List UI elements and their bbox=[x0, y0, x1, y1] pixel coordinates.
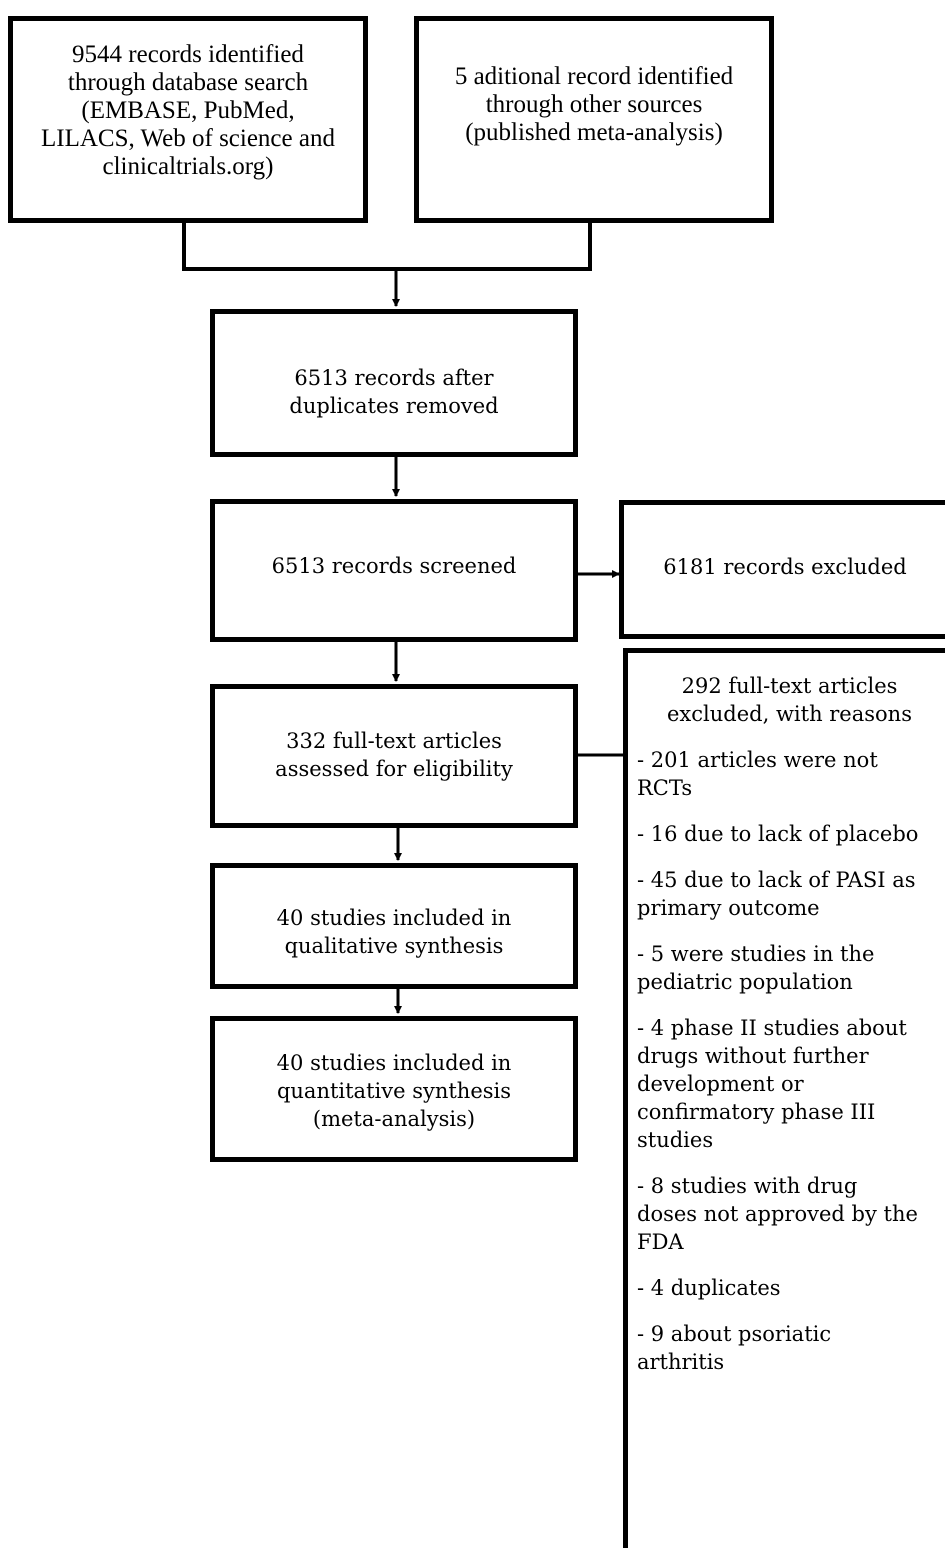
qualitative-box: 40 studies included in qualitative synth… bbox=[210, 863, 578, 989]
database-search-text: 9544 records identified through database… bbox=[41, 41, 335, 180]
quantitative-box: 40 studies included in quantitative synt… bbox=[210, 1016, 578, 1162]
after-duplicates-text: 6513 records after duplicates removed bbox=[289, 366, 499, 418]
other-sources-box: 5 aditional record identified through ot… bbox=[414, 16, 774, 223]
after-duplicates-box: 6513 records after duplicates removed bbox=[210, 309, 578, 457]
reason-item: - 9 about psoriatic arthritis bbox=[637, 1322, 832, 1374]
full-text-text: 332 full-text articles assessed for elig… bbox=[275, 729, 513, 781]
exclusion-reasons-content: 292 full-text articles excluded, with re… bbox=[637, 672, 942, 1394]
reason-item: - 5 were studies in the pediatric popula… bbox=[637, 942, 875, 994]
merge-connector bbox=[182, 222, 592, 271]
excluded-box: 6181 records excluded bbox=[619, 500, 945, 639]
reason-item: - 45 due to lack of PASI as primary outc… bbox=[637, 868, 916, 920]
other-sources-text: 5 aditional record identified through ot… bbox=[454, 63, 734, 146]
full-text-box: 332 full-text articles assessed for elig… bbox=[210, 684, 578, 828]
quantitative-text: 40 studies included in quantitative synt… bbox=[276, 1051, 512, 1131]
reason-item: - 16 due to lack of placebo bbox=[637, 822, 919, 846]
reason-item: - 8 studies with drug doses not approved… bbox=[637, 1174, 918, 1254]
exclusion-reasons-box bbox=[623, 648, 945, 1548]
qualitative-text: 40 studies included in qualitative synth… bbox=[276, 906, 512, 958]
screened-box: 6513 records screened bbox=[210, 499, 578, 642]
reason-item: - 4 phase II studies about drugs without… bbox=[637, 1016, 907, 1152]
reason-item: - 201 articles were not RCTs bbox=[637, 748, 878, 800]
database-search-box: 9544 records identified through database… bbox=[8, 16, 368, 223]
excluded-text: 6181 records excluded bbox=[663, 555, 907, 579]
reason-item: - 4 duplicates bbox=[637, 1276, 781, 1300]
screened-text: 6513 records screened bbox=[271, 554, 517, 578]
exclusion-title: 292 full-text articles excluded, with re… bbox=[667, 674, 912, 726]
